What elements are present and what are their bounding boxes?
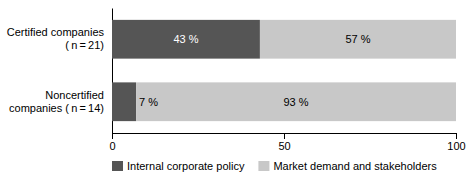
bar	[112, 82, 136, 121]
x-axis: 0 50 100	[109, 133, 465, 152]
legend-label: Market demand and stakeholders	[273, 160, 437, 172]
y-tick: Noncertifiedcompanies ( n = 14)	[9, 89, 112, 114]
bar	[260, 20, 456, 59]
data-label: 43 %	[173, 33, 198, 45]
x-tick: 50	[278, 133, 290, 152]
y-tick: Certified companies( n = 21)	[7, 26, 112, 51]
legend: Internal corporate policy Market demand a…	[112, 160, 437, 172]
bar	[112, 20, 260, 59]
x-tick-mark	[456, 133, 457, 139]
x-tick-mark	[112, 133, 113, 139]
chart: 0 50 100 Certified companies( n = 21) Noncer…	[0, 0, 472, 179]
bar	[136, 82, 456, 121]
x-tick-mark	[284, 133, 285, 139]
data-labels: 43 % 7 % 57 % 93 %	[139, 33, 371, 108]
x-tick: 100	[447, 133, 465, 152]
y-tick-label: Certified companies( n = 21)	[7, 26, 105, 51]
x-tick: 0	[109, 133, 115, 152]
x-tick-label: 100	[447, 140, 465, 152]
legend-label: Internal corporate policy	[127, 160, 245, 172]
data-label: 7 %	[139, 96, 158, 108]
x-tick-label: 50	[278, 140, 290, 152]
legend-item: Market demand and stakeholders	[258, 160, 437, 172]
plot: 0 50 100 Certified companies( n = 21) Noncer…	[7, 9, 466, 152]
y-axis: Certified companies( n = 21) Noncertified…	[7, 9, 113, 134]
legend-swatch	[258, 161, 269, 171]
x-axis-line	[113, 134, 457, 140]
legend-swatch	[112, 161, 123, 171]
legend-item: Internal corporate policy	[112, 160, 245, 172]
data-label: 57 %	[345, 33, 370, 45]
bar-series	[136, 20, 456, 121]
bars	[112, 20, 456, 121]
x-tick-label: 0	[109, 140, 115, 152]
y-tick-label: Noncertifiedcompanies ( n = 14)	[9, 89, 104, 114]
data-label: 93 %	[284, 96, 309, 108]
